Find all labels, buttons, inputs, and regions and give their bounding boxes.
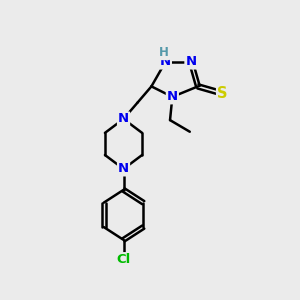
- Text: N: N: [118, 112, 129, 125]
- Text: Cl: Cl: [116, 253, 131, 266]
- Text: N: N: [160, 56, 171, 68]
- Text: S: S: [217, 86, 228, 101]
- Text: N: N: [118, 162, 129, 176]
- Text: N: N: [167, 90, 178, 104]
- Text: N: N: [185, 56, 197, 68]
- Text: H: H: [159, 46, 169, 59]
